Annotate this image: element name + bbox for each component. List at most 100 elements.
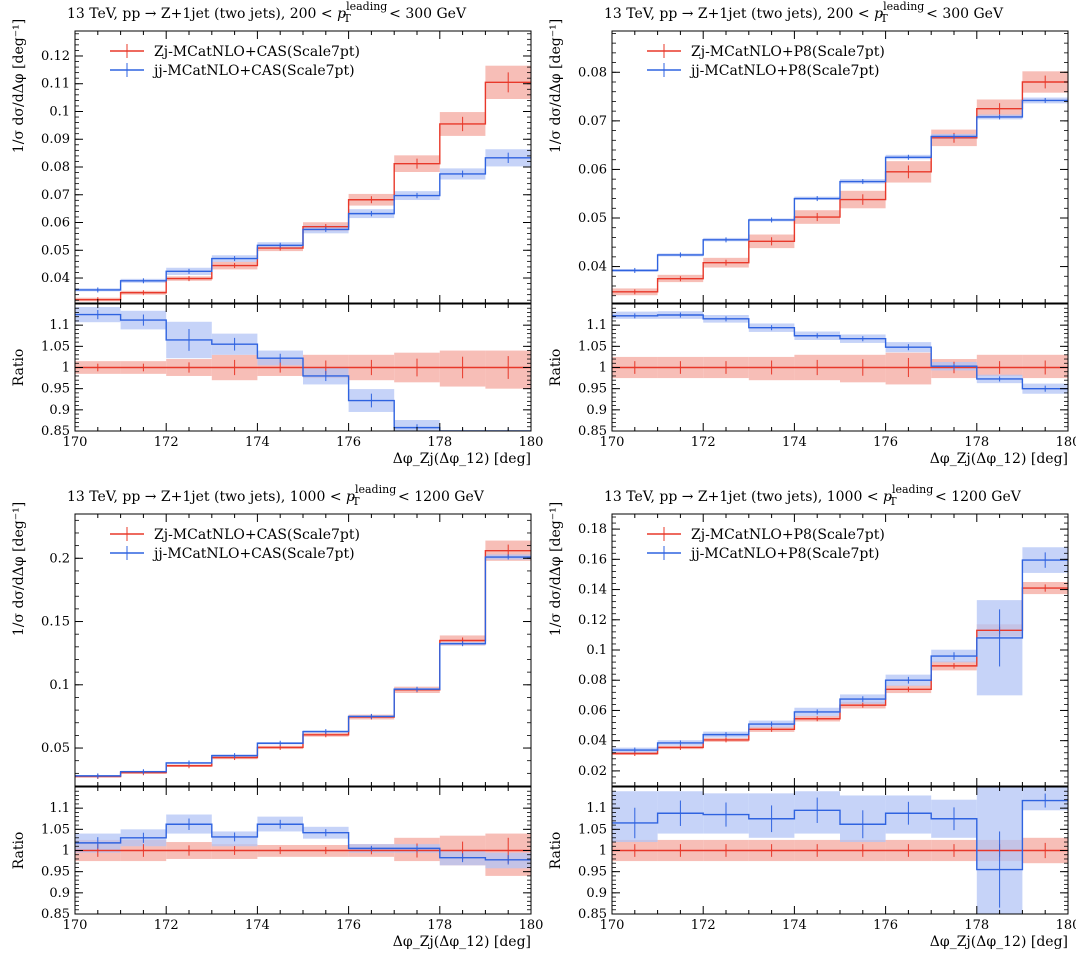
series-line-2	[75, 556, 531, 777]
ratio-y-tick-label: 0.85	[578, 907, 607, 922]
y-tick-label: 0.05	[41, 243, 70, 258]
ratio-y-tick-label: 0.9	[586, 886, 607, 901]
ratio-plot-area	[612, 311, 1068, 394]
legend-label: Zj-MCatNLO+P8(Scale7pt)	[691, 44, 885, 60]
x-tick-label: 172	[154, 918, 179, 933]
y-tick-label: 0.1	[586, 643, 607, 658]
x-tick-label: 176	[336, 918, 361, 933]
x-tick-label: 176	[873, 918, 898, 933]
chart-4: 13 TeV, pp → Z+1jet (two jets), 1000 < p…	[548, 483, 1076, 950]
y-tick-label: 0.04	[578, 734, 607, 749]
ratio-plot-area	[75, 814, 531, 876]
x-tick-label: 170	[600, 435, 625, 450]
x-tick-label: 178	[427, 918, 452, 933]
x-tick-label: 180	[1056, 918, 1076, 933]
ratio-y-tick-label: 1.1	[586, 801, 607, 816]
ratio-y-tick-label: 1.05	[41, 339, 70, 354]
y-tick-label: 0.06	[578, 703, 607, 718]
y-tick-label: 0.14	[578, 583, 607, 598]
ratio-y-tick-label: 1.05	[41, 822, 70, 837]
y-tick-label: 0.11	[41, 77, 70, 92]
x-tick-label: 170	[63, 435, 88, 450]
chart-title: 13 TeV, pp → Z+1jet (two jets), 200 < pl…	[67, 0, 467, 25]
ratio-y-tick-label: 0.9	[49, 886, 70, 901]
y-tick-label: 0.05	[41, 741, 70, 756]
x-tick-label: 172	[691, 918, 716, 933]
x-axis-label: Δφ_Zj(Δφ_12) [deg]	[930, 934, 1068, 950]
legend-label: jj-MCatNLO+P8(Scale7pt)	[689, 546, 879, 562]
ratio-y-tick-label: 1.1	[586, 318, 607, 333]
series-line-1	[612, 81, 1068, 293]
chart-3: 13 TeV, pp → Z+1jet (two jets), 1000 < p…	[11, 483, 543, 950]
chart-1: 13 TeV, pp → Z+1jet (two jets), 200 < pl…	[11, 0, 543, 467]
main-plot-area	[612, 547, 1068, 757]
ratio-y-tick-label: 0.95	[41, 865, 70, 880]
x-tick-label: 170	[600, 918, 625, 933]
y-tick-label: 0.1	[49, 104, 70, 119]
y-axis-label: 1/σ dσ/dΔφ [deg⁻¹]	[548, 502, 564, 636]
y-tick-label: 0.07	[578, 114, 607, 129]
series-line-2	[612, 559, 1068, 751]
x-tick-label: 176	[336, 435, 361, 450]
legend-label: Zj-MCatNLO+CAS(Scale7pt)	[154, 527, 360, 543]
chart-title: 13 TeV, pp → Z+1jet (two jets), 200 < pl…	[604, 0, 1004, 25]
x-tick-label: 170	[63, 918, 88, 933]
ratio-plot-area	[75, 306, 531, 431]
x-tick-label: 178	[964, 435, 989, 450]
y-axis-label: 1/σ dσ/dΔφ [deg⁻¹]	[11, 502, 27, 636]
y-tick-label: 0.08	[41, 160, 70, 175]
y-tick-label: 0.16	[578, 552, 607, 567]
y-tick-label: 0.15	[41, 615, 70, 630]
ratio-y-tick-label: 1	[599, 361, 607, 376]
x-tick-label: 178	[427, 435, 452, 450]
x-tick-label: 174	[782, 435, 807, 450]
ratio-y-tick-label: 0.9	[49, 403, 70, 418]
x-axis-label: Δφ_Zj(Δφ_12) [deg]	[930, 451, 1068, 467]
ratio-y-tick-label: 0.95	[578, 382, 607, 397]
ratio-axis-label: Ratio	[548, 349, 564, 387]
x-axis-label: Δφ_Zj(Δφ_12) [deg]	[393, 451, 531, 467]
ratio-axis-label: Ratio	[11, 349, 27, 387]
y-tick-label: 0.06	[41, 216, 70, 231]
x-tick-label: 172	[691, 435, 716, 450]
ratio-y-tick-label: 0.9	[586, 403, 607, 418]
y-tick-label: 0.06	[578, 162, 607, 177]
y-tick-label: 0.1	[49, 678, 70, 693]
ratio-y-tick-label: 1	[599, 844, 607, 859]
y-tick-label: 0.02	[578, 764, 607, 779]
y-tick-label: 0.07	[41, 188, 70, 203]
chart-title: 13 TeV, pp → Z+1jet (two jets), 1000 < p…	[67, 483, 485, 508]
y-tick-label: 0.18	[578, 522, 607, 537]
y-tick-label: 0.08	[578, 65, 607, 80]
ratio-y-tick-label: 1.1	[49, 801, 70, 816]
ratio-axis-label: Ratio	[11, 832, 27, 870]
ratio-y-tick-label: 0.85	[41, 907, 70, 922]
ratio-y-tick-label: 0.95	[578, 865, 607, 880]
main-plot-area	[612, 71, 1068, 296]
ratio-plot-area	[612, 787, 1068, 914]
y-tick-label: 0.12	[41, 49, 70, 64]
ratio-y-tick-label: 0.95	[41, 382, 70, 397]
ratio-y-tick-label: 0.85	[578, 424, 607, 439]
y-tick-label: 0.04	[578, 260, 607, 275]
series-line-2	[612, 99, 1068, 272]
series-line-2	[75, 157, 531, 291]
x-tick-label: 180	[519, 435, 544, 450]
y-axis-label: 1/σ dσ/dΔφ [deg⁻¹]	[548, 19, 564, 153]
chart-2: 13 TeV, pp → Z+1jet (two jets), 200 < pl…	[548, 0, 1076, 467]
ratio-line-2	[75, 823, 531, 861]
x-tick-label: 180	[519, 918, 544, 933]
x-tick-label: 180	[1056, 435, 1076, 450]
x-tick-label: 174	[245, 435, 270, 450]
chart-title: 13 TeV, pp → Z+1jet (two jets), 1000 < p…	[604, 483, 1022, 508]
ratio-axis-label: Ratio	[548, 832, 564, 870]
x-tick-label: 172	[154, 435, 179, 450]
legend-label: jj-MCatNLO+CAS(Scale7pt)	[152, 63, 355, 79]
x-axis-label: Δφ_Zj(Δφ_12) [deg]	[393, 934, 531, 950]
ratio-line-2	[612, 314, 1068, 390]
x-tick-label: 178	[964, 918, 989, 933]
legend-label: Zj-MCatNLO+P8(Scale7pt)	[691, 527, 885, 543]
ratio-y-tick-label: 0.85	[41, 424, 70, 439]
y-tick-label: 0.2	[49, 551, 70, 566]
